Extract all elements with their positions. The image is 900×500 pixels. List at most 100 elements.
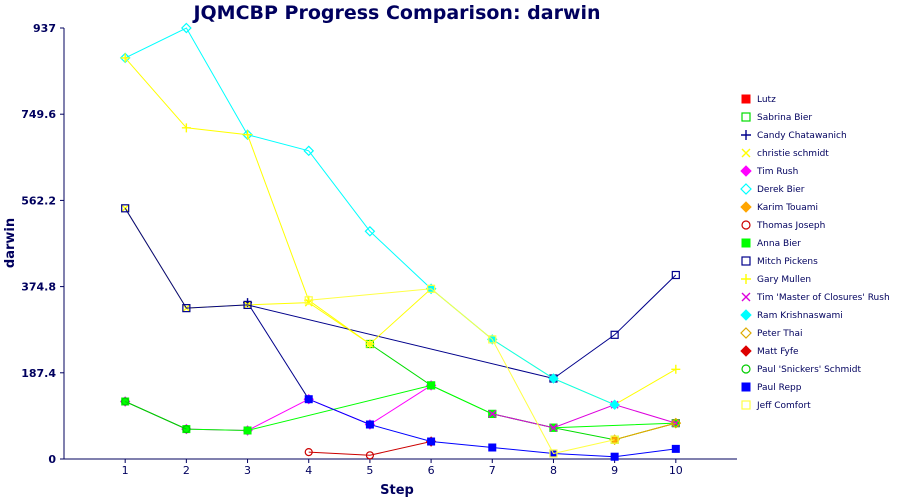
legend-item: Tim Rush — [740, 165, 798, 177]
data-point — [365, 420, 374, 429]
series-line — [124, 27, 432, 290]
plot-area — [119, 22, 682, 461]
series-line — [308, 441, 432, 456]
data-point — [741, 382, 751, 392]
data-point — [741, 364, 751, 374]
legend-label: Tim 'Master of Closures' Rush — [756, 293, 890, 303]
series-peter-thai — [609, 417, 682, 446]
data-point — [304, 395, 313, 404]
series-anna-bier — [121, 381, 680, 435]
y-tick-label: 937 — [33, 22, 56, 35]
data-point — [364, 225, 376, 237]
data-point — [488, 409, 497, 418]
legend-item: Candy Chatawanich — [741, 130, 847, 141]
x-tick-label: 6 — [428, 464, 435, 477]
series-line — [124, 208, 677, 380]
data-point — [610, 452, 619, 461]
data-point — [121, 397, 130, 406]
legend-item: Peter Thai — [740, 327, 803, 339]
data-point — [426, 284, 436, 293]
data-point — [740, 345, 752, 357]
data-point — [670, 417, 682, 429]
legend-item: Sabrina Bier — [741, 112, 812, 123]
legend-item: Jeff Comfort — [741, 400, 811, 411]
series-tim-master-of-closures-rush — [488, 400, 680, 432]
legend-item: Anna Bier — [741, 238, 801, 249]
y-tick-label: 749.6 — [21, 108, 56, 121]
data-point — [671, 270, 680, 280]
data-point — [671, 444, 680, 453]
data-point — [243, 130, 253, 140]
data-point — [741, 400, 751, 410]
series-line — [124, 208, 371, 345]
legend-label: Mitch Pickens — [757, 257, 818, 267]
data-point — [181, 123, 191, 133]
legend-label: Matt Fyfe — [757, 347, 799, 357]
legend-label: Thomas Joseph — [756, 221, 825, 231]
data-point — [740, 165, 752, 177]
series-thomas-joseph — [304, 437, 436, 460]
x-tick-label: 10 — [669, 464, 683, 477]
x-tick-label: 3 — [244, 464, 251, 477]
legend-item: Paul 'Snickers' Schmidt — [741, 364, 861, 375]
legend-item: christie schmidt — [741, 148, 829, 159]
data-point — [488, 443, 497, 452]
legend-label: Paul 'Snickers' Schmidt — [757, 365, 861, 375]
x-tick-label: 8 — [550, 464, 557, 477]
data-point — [120, 53, 130, 63]
series-tim-rush — [119, 380, 437, 436]
legend-label: Peter Thai — [757, 329, 803, 339]
data-point — [610, 330, 619, 339]
axes — [60, 27, 737, 463]
y-tick-label: 0 — [48, 453, 56, 466]
data-point — [740, 183, 752, 195]
y-tick-labels: 0 187.4 374.8 562.2 749.6 937 — [21, 22, 56, 466]
data-point — [365, 339, 375, 349]
series-gary-mullen — [120, 53, 681, 410]
data-point — [741, 256, 751, 266]
series-line — [124, 57, 677, 406]
data-point — [549, 423, 558, 432]
series-line — [124, 384, 676, 432]
legend-label: Sabrina Bier — [757, 113, 812, 123]
series-sabrina-bier — [365, 339, 680, 444]
data-point — [303, 145, 315, 157]
x-tick-label: 1 — [122, 464, 129, 477]
x-tick-label: 5 — [366, 464, 373, 477]
data-point — [243, 300, 252, 310]
data-point — [182, 425, 191, 434]
data-point — [365, 451, 375, 460]
data-point — [488, 335, 497, 344]
data-point — [741, 94, 751, 104]
series-mitch-pickens — [121, 204, 680, 383]
data-point — [741, 130, 751, 140]
data-point — [740, 309, 752, 321]
data-point — [741, 292, 751, 302]
data-point — [304, 448, 313, 457]
series-line — [430, 288, 615, 406]
data-point — [427, 437, 436, 446]
x-tick-label: 2 — [183, 464, 190, 477]
legend-label: christie schmidt — [757, 149, 829, 159]
chart-title: JQMCBP Progress Comparison: darwin — [191, 2, 600, 24]
x-axis-title: Step — [380, 483, 414, 498]
legend-item: Tim 'Master of Closures' Rush — [741, 292, 890, 303]
legend-item: Gary Mullen — [741, 274, 811, 285]
legend: Lutz Sabrina Bier Candy Chatawanich christi… — [740, 94, 890, 411]
legend-label: Anna Bier — [757, 239, 801, 249]
legend-label: Candy Chatawanich — [757, 131, 847, 141]
series-jeff-comfort — [304, 284, 619, 458]
data-point — [741, 148, 751, 158]
data-point — [741, 220, 751, 230]
data-point — [182, 304, 191, 313]
data-point — [741, 274, 751, 284]
series-candy-chatawanich — [243, 298, 314, 404]
legend-label: Tim Rush — [756, 167, 798, 177]
data-point — [741, 238, 751, 248]
legend-item: Derek Bier — [740, 183, 805, 195]
x-tick-label: 7 — [489, 464, 496, 477]
legend-label: Gary Mullen — [757, 275, 811, 285]
data-point — [548, 373, 559, 384]
x-tick-labels: 1 2 3 4 5 6 7 8 9 10 — [122, 464, 683, 477]
